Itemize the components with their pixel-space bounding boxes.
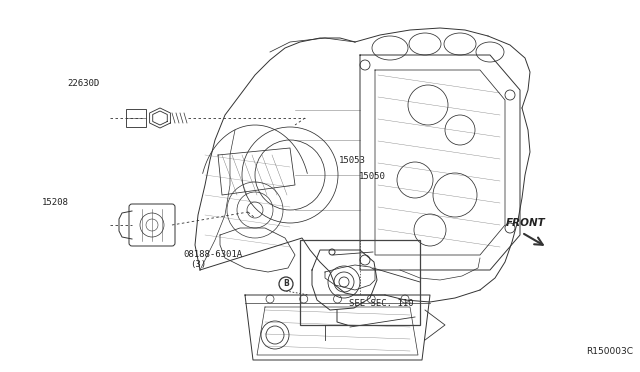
Text: 08188-6301A: 08188-6301A <box>183 250 242 259</box>
Bar <box>300 240 420 325</box>
Text: 15208: 15208 <box>42 198 69 207</box>
Bar <box>126 109 146 127</box>
Text: SEE SEC. 110: SEE SEC. 110 <box>349 299 414 308</box>
Text: B: B <box>283 279 289 289</box>
Text: 15050: 15050 <box>358 172 385 181</box>
Circle shape <box>279 277 293 291</box>
Text: (3): (3) <box>190 260 206 269</box>
Text: 15053: 15053 <box>339 156 366 165</box>
Text: FRONT: FRONT <box>506 218 545 228</box>
Text: R150003C: R150003C <box>587 347 634 356</box>
Text: 22630D: 22630D <box>67 79 99 88</box>
